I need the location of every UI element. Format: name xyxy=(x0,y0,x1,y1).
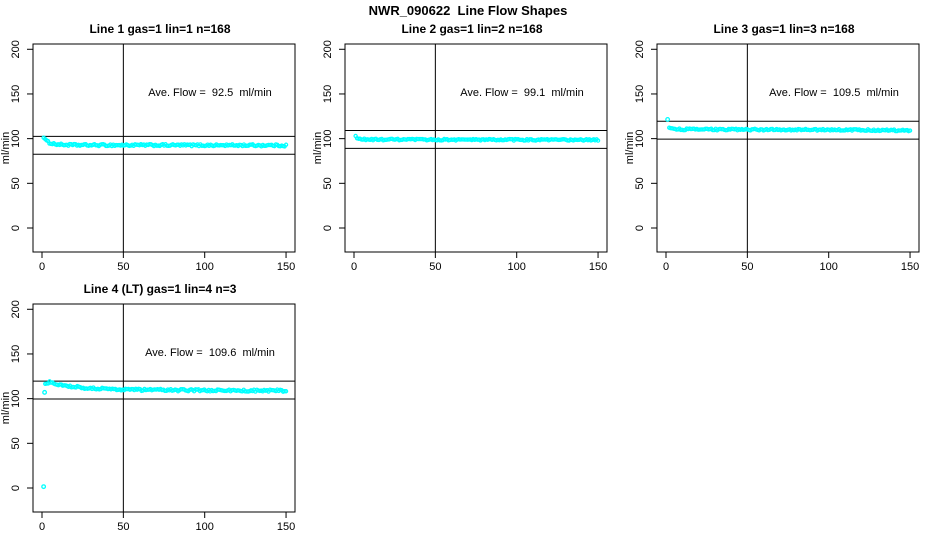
svg-text:0: 0 xyxy=(39,521,45,533)
svg-text:0: 0 xyxy=(351,261,357,273)
svg-text:200: 200 xyxy=(10,40,22,58)
svg-text:150: 150 xyxy=(901,261,919,273)
subplot-line-1-annotation: Ave. Flow = 92.5 ml/min xyxy=(148,87,272,99)
axes: 0 50 100 150 0 50 100 150 200 ml/min xyxy=(312,40,608,273)
subplot-line-2-annotation: Ave. Flow = 99.1 ml/min xyxy=(460,87,584,99)
reference-lines xyxy=(345,44,607,252)
subplot-line-2: 0 50 100 150 0 50 100 150 200 ml/min Line 2 gas=1… xyxy=(312,12,624,280)
subplot-line-1-plot: 0 50 100 150 0 50 100 150 200 ml/min xyxy=(0,40,296,273)
y-axis-label: ml/min xyxy=(312,132,324,164)
svg-text:150: 150 xyxy=(634,85,646,103)
axes: 0 50 100 150 0 50 100 150 200 ml/min xyxy=(0,300,296,533)
svg-text:0: 0 xyxy=(634,225,646,231)
svg-text:100: 100 xyxy=(196,261,214,273)
svg-text:0: 0 xyxy=(10,485,22,491)
svg-text:150: 150 xyxy=(322,85,334,103)
axes: 0 50 100 150 0 50 100 150 200 ml/min xyxy=(624,40,920,273)
figure-title: NWR_090622 Line Flow Shapes xyxy=(368,3,568,18)
subplot-line-3: 0 50 100 150 0 50 100 150 200 ml/min Line 3 gas=1… xyxy=(624,12,936,280)
subplot-line-3-annotation: Ave. Flow = 109.5 ml/min xyxy=(769,87,899,99)
reference-lines xyxy=(33,44,295,252)
svg-text:0: 0 xyxy=(10,225,22,231)
data-points xyxy=(41,379,289,490)
svg-text:100: 100 xyxy=(10,129,22,147)
svg-text:100: 100 xyxy=(322,129,334,147)
data-points xyxy=(353,133,601,143)
svg-text:150: 150 xyxy=(10,85,22,103)
svg-text:150: 150 xyxy=(589,261,607,273)
svg-text:50: 50 xyxy=(117,261,129,273)
svg-text:50: 50 xyxy=(741,261,753,273)
svg-text:100: 100 xyxy=(820,261,838,273)
svg-text:100: 100 xyxy=(508,261,526,273)
svg-text:200: 200 xyxy=(634,40,646,58)
y-axis-label: ml/min xyxy=(624,132,636,164)
svg-text:0: 0 xyxy=(663,261,669,273)
svg-text:150: 150 xyxy=(277,261,295,273)
svg-text:150: 150 xyxy=(277,521,295,533)
axes: 0 50 100 150 0 50 100 150 200 ml/min xyxy=(0,40,296,273)
subplot-line-1-title: Line 1 gas=1 lin=1 n=168 xyxy=(89,22,231,36)
reference-lines xyxy=(657,44,919,252)
y-axis-label: ml/min xyxy=(0,132,12,164)
svg-text:100: 100 xyxy=(196,521,214,533)
svg-text:200: 200 xyxy=(322,40,334,58)
subplot-line-4-title: Line 4 (LT) gas=1 lin=4 n=3 xyxy=(83,282,237,296)
svg-text:100: 100 xyxy=(10,389,22,407)
subplot-line-3-plot: 0 50 100 150 0 50 100 150 200 ml/min xyxy=(624,40,920,273)
svg-text:50: 50 xyxy=(117,521,129,533)
subplot-line-2-title: Line 2 gas=1 lin=2 n=168 xyxy=(401,22,543,36)
subplot-line-4: 0 50 100 150 0 50 100 150 200 ml/min Line 4 (LT) … xyxy=(0,272,312,540)
svg-text:50: 50 xyxy=(322,177,334,189)
svg-text:50: 50 xyxy=(634,177,646,189)
subplot-line-4-plot: 0 50 100 150 0 50 100 150 200 ml/min xyxy=(0,300,296,533)
reference-lines xyxy=(33,304,295,512)
svg-text:50: 50 xyxy=(10,437,22,449)
subplot-line-4-annotation: Ave. Flow = 109.6 ml/min xyxy=(145,347,275,359)
svg-text:50: 50 xyxy=(429,261,441,273)
y-axis-label: ml/min xyxy=(0,392,12,424)
subplot-line-2-plot: 0 50 100 150 0 50 100 150 200 ml/min xyxy=(312,40,608,273)
svg-text:0: 0 xyxy=(322,225,334,231)
svg-text:0: 0 xyxy=(39,261,45,273)
svg-text:50: 50 xyxy=(10,177,22,189)
svg-text:200: 200 xyxy=(10,300,22,318)
data-points xyxy=(41,135,289,149)
subplot-line-3-title: Line 3 gas=1 lin=3 n=168 xyxy=(713,22,855,36)
subplot-line-1: 0 50 100 150 0 50 100 150 200 ml/min Line 1 gas=1… xyxy=(0,12,312,280)
svg-text:100: 100 xyxy=(634,129,646,147)
data-points xyxy=(665,116,913,134)
svg-text:150: 150 xyxy=(10,345,22,363)
